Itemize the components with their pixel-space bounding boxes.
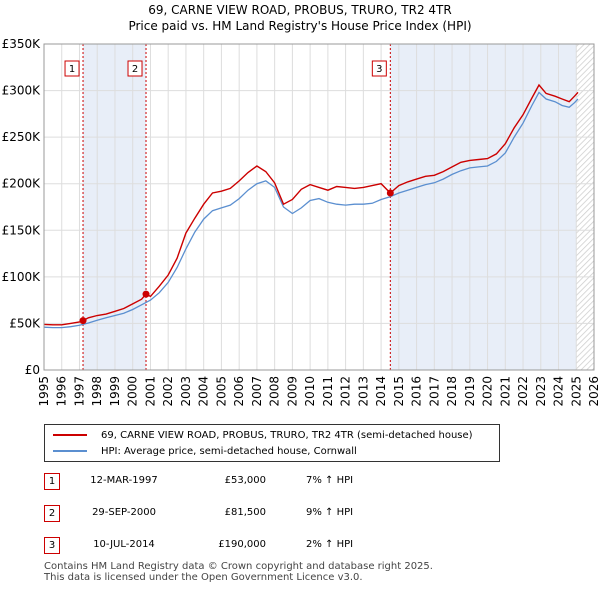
sale-number-badge: 2	[44, 505, 60, 522]
sale-point	[79, 317, 87, 325]
x-tick-label: 2018	[445, 376, 459, 407]
property-price-line	[43, 83, 579, 326]
footer-copyright: Contains HM Land Registry data © Crown c…	[44, 561, 433, 572]
x-tick-label: 2017	[427, 376, 441, 407]
property-line-swatch	[53, 434, 87, 436]
x-tick-label: 2025	[569, 376, 583, 407]
y-tick-label: £350K	[2, 37, 42, 51]
legend-property-label: 69, CARNE VIEW ROAD, PROBUS, TRURO, TR2 …	[101, 429, 473, 441]
sale-point	[386, 189, 394, 197]
sale-price: £53,000	[224, 475, 266, 486]
sale-date: 12-MAR-1997	[90, 475, 158, 486]
x-tick-label: 1999	[108, 376, 122, 407]
x-tick-label: 2009	[285, 376, 299, 407]
y-tick-label: £100K	[2, 270, 42, 284]
x-tick-label: 2014	[374, 376, 388, 407]
future-hatch-region	[576, 44, 594, 370]
x-tick-label: 1998	[90, 376, 104, 407]
chart-title: 69, CARNE VIEW ROAD, PROBUS, TRURO, TR2 …	[148, 3, 451, 17]
y-tick-label: £150K	[2, 223, 42, 237]
x-tick-label: 2001	[143, 376, 157, 407]
x-tick-label: 2011	[321, 376, 335, 407]
sale-label-number: 2	[132, 64, 138, 75]
x-tick-label: 1997	[72, 376, 86, 407]
sale-label-box	[127, 60, 143, 77]
sale-price: £190,000	[218, 539, 266, 550]
sale-hpi-delta: 9% ↑ HPI	[306, 507, 354, 518]
x-tick-label: 2016	[410, 376, 424, 407]
x-tick-label: 2000	[126, 376, 140, 407]
y-tick-label: £50K	[9, 316, 41, 330]
chart-legend: 69, CARNE VIEW ROAD, PROBUS, TRURO, TR2 …	[44, 424, 500, 462]
footer-licence: This data is licensed under the Open Gov…	[44, 572, 363, 583]
sale-hpi-delta: 7% ↑ HPI	[306, 475, 354, 486]
x-tick-label: 2026	[587, 376, 600, 407]
y-tick-label: £300K	[2, 84, 42, 98]
sale-number-badge: 1	[44, 473, 60, 490]
hpi-line	[43, 91, 579, 329]
y-tick-label: £0	[25, 363, 40, 377]
x-tick-label: 2020	[481, 376, 495, 407]
sale-label-number: 1	[69, 64, 75, 75]
x-tick-label: 2007	[250, 376, 264, 407]
x-tick-label: 2022	[516, 376, 530, 407]
sale-label-box	[64, 60, 80, 77]
y-tick-label: £250K	[2, 130, 42, 144]
legend-hpi-label: HPI: Average price, semi-detached house,…	[101, 445, 357, 457]
x-tick-label: 2024	[552, 376, 566, 407]
price-chart: 69, CARNE VIEW ROAD, PROBUS, TRURO, TR2 …	[2, 3, 600, 407]
hpi-line-swatch	[53, 450, 87, 452]
table-row: 1 12-MAR-1997 £53,000 7% ↑ HPI	[44, 472, 464, 492]
x-tick-label: 2008	[268, 376, 282, 407]
x-tick-label: 1996	[55, 376, 69, 407]
table-row: 3 10-JUL-2014 £190,000 2% ↑ HPI	[44, 536, 464, 556]
sale-date: 10-JUL-2014	[93, 539, 155, 550]
x-tick-label: 2021	[498, 376, 512, 407]
x-tick-label: 2013	[356, 376, 370, 407]
legend-item-hpi: HPI: Average price, semi-detached house,…	[53, 443, 357, 459]
y-tick-label: £200K	[2, 177, 42, 191]
x-tick-label: 2005	[214, 376, 228, 407]
footer-attribution: Contains HM Land Registry data © Crown c…	[44, 561, 433, 583]
x-tick-label: 2012	[339, 376, 353, 407]
x-tick-label: 2006	[232, 376, 246, 407]
x-tick-label: 2019	[463, 376, 477, 407]
sale-date: 29-SEP-2000	[92, 507, 156, 518]
plot-border	[43, 43, 595, 371]
ownership-shade	[390, 44, 577, 370]
x-tick-label: 1995	[37, 376, 51, 407]
sale-number-badge: 3	[44, 537, 60, 554]
chart-subtitle: Price paid vs. HM Land Registry's House …	[128, 19, 471, 33]
x-tick-label: 2010	[303, 376, 317, 407]
x-tick-label: 2023	[534, 376, 548, 407]
table-row: 2 29-SEP-2000 £81,500 9% ↑ HPI	[44, 504, 464, 524]
x-tick-label: 2015	[392, 376, 406, 407]
x-tick-label: 2004	[197, 376, 211, 407]
sale-hpi-delta: 2% ↑ HPI	[306, 539, 354, 550]
sale-point	[142, 290, 150, 298]
chart-area: 69, CARNE VIEW ROAD, PROBUS, TRURO, TR2 …	[2, 3, 600, 407]
sale-label-number: 3	[376, 64, 382, 75]
x-tick-label: 2002	[161, 376, 175, 407]
sale-label-box	[371, 60, 387, 77]
sale-price: £81,500	[224, 507, 266, 518]
x-tick-label: 2003	[179, 376, 193, 407]
legend-item-property: 69, CARNE VIEW ROAD, PROBUS, TRURO, TR2 …	[53, 427, 473, 443]
